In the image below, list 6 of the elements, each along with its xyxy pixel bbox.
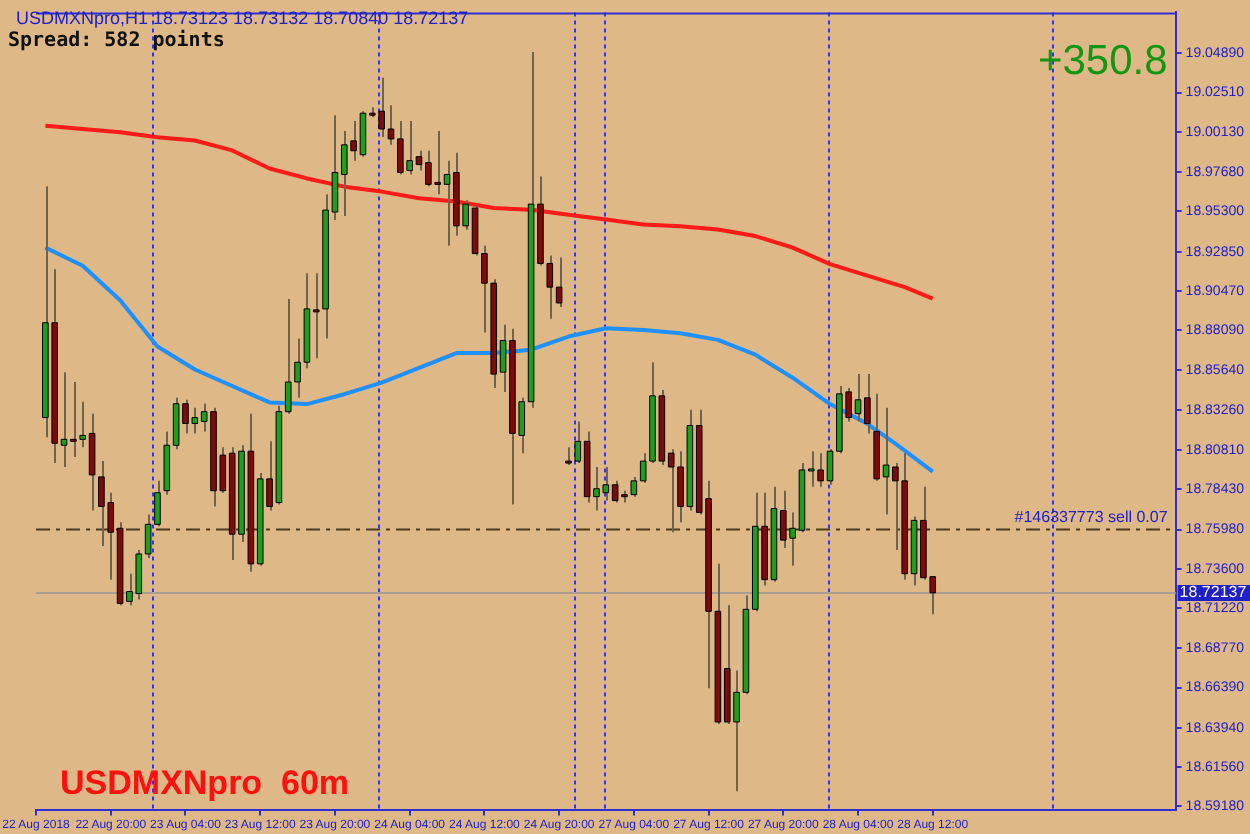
annotation: +350.8 <box>1037 38 1168 84</box>
ref-line-label: #146337773 sell 0.07 <box>1014 508 1169 526</box>
ref-line-label: 18.72137 <box>1179 583 1248 602</box>
annotation: USDMXNpro 60m <box>60 764 350 802</box>
annotation: Spread: 582 points <box>8 30 225 52</box>
chart-title: USDMXNpro,H1 18.73123 18.73132 18.70840 18.72137 <box>16 8 469 28</box>
